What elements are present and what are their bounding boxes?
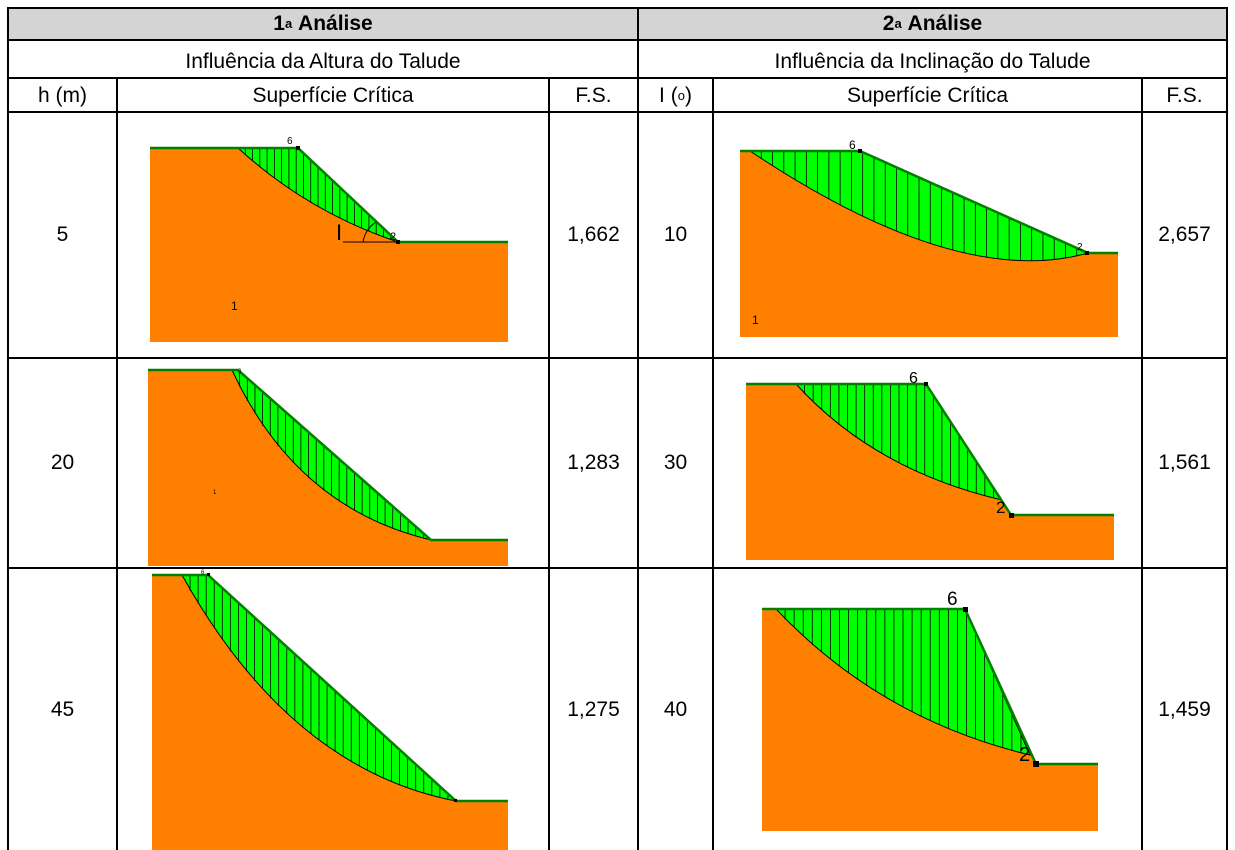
toe-point [1009, 513, 1014, 518]
crest-label: 6 [909, 370, 918, 387]
slice-lines [189, 575, 449, 800]
toe-point [1033, 761, 1039, 767]
analysis-1-word: Análise [298, 12, 373, 35]
ground-line [746, 382, 1114, 517]
crest-label: 3 [238, 369, 242, 375]
col-header-h: h (m) [38, 84, 87, 107]
analysis-2-word: Análise [907, 12, 983, 35]
row-2-i: 30 [663, 451, 688, 474]
critical-surface-i40: 6 2 [762, 589, 1098, 831]
row-3-fs-1: 1,275 [567, 697, 620, 721]
slope-cut [965, 609, 1098, 764]
ground-line [150, 146, 508, 244]
material-label: 1 [231, 299, 238, 313]
rule-col-fs2 [1141, 79, 1143, 850]
analysis-2-number: 2 [882, 12, 895, 35]
crest-point [858, 149, 862, 153]
col-header-i-close: ) [684, 84, 692, 107]
crest-point [963, 607, 968, 612]
col-header-surface-1: Superfície Crítica [252, 84, 414, 107]
slope-cut [238, 370, 508, 540]
row-3-fs-2: 1,459 [1158, 697, 1211, 721]
crest-label: 6 [849, 140, 856, 152]
material-label: 1 [213, 490, 217, 496]
row-2-fs-2: 1,561 [1158, 451, 1211, 474]
rule-header [7, 39, 1228, 41]
angle-arc [362, 221, 377, 243]
toe-label: 2 [1077, 242, 1083, 253]
row-2-fs-1: 1,283 [567, 451, 620, 474]
row-1-h: 5 [56, 223, 69, 246]
rule-col-fs1 [548, 79, 550, 850]
toe-label: 2 [996, 498, 1005, 517]
ground-line [740, 149, 1118, 255]
rule-subtitle [7, 77, 1228, 79]
row-1-i: 10 [663, 223, 688, 246]
row-2-h: 20 [50, 451, 75, 474]
ground-line [762, 607, 1098, 766]
critical-surface-i30: 6 2 [746, 370, 1114, 560]
col-header-i-letter: I ( [659, 84, 678, 107]
material-label: 1 [752, 313, 759, 327]
rule-col-i [712, 79, 714, 850]
critical-surface-h5: I 6 2 1 [150, 136, 508, 342]
toe-point [1085, 251, 1089, 255]
rule-row-2 [7, 567, 1228, 569]
col-header-fs-1: F.S. [575, 84, 612, 107]
analysis-2-subtitle: Influência da Inclinação do Talude [774, 50, 1091, 73]
col-header-surface-2: Superfície Crítica [846, 84, 1009, 107]
toe-label: 2 [390, 231, 396, 243]
critical-surface-h20: 3 1 [148, 368, 508, 566]
header-bg-analysis-2 [639, 9, 1226, 39]
toe-point [396, 240, 400, 244]
slice-lines [244, 148, 392, 240]
slice-lines [804, 384, 994, 498]
slope-cut [926, 384, 1114, 515]
crest-point [296, 146, 300, 150]
slope-cut [860, 151, 1118, 253]
row-1-fs-2: 2,657 [1158, 223, 1211, 246]
ground-line [148, 368, 508, 542]
row-3-h: 45 [50, 697, 75, 721]
slope-cut [298, 148, 508, 242]
crest-point [207, 573, 210, 576]
toe-label: 2 [1019, 744, 1030, 766]
rule-left [7, 7, 9, 850]
col-header-i: I (o) [659, 84, 692, 107]
rule-right [1226, 7, 1228, 850]
row-1-fs-1: 1,662 [567, 223, 620, 246]
rule-top [7, 7, 1228, 9]
analysis-1-subtitle: Influência da Altura do Talude [185, 50, 461, 73]
row-3-i: 40 [663, 697, 688, 721]
rule-columns [7, 111, 1228, 113]
slice-lines [784, 609, 1022, 754]
crest-point [924, 382, 928, 386]
critical-surface-h45: 6 [152, 570, 508, 850]
slope-cut [208, 575, 508, 801]
angle-label: I [336, 220, 342, 245]
critical-surface-i10: 6 2 1 [740, 140, 1118, 337]
rule-row-1 [7, 357, 1228, 359]
toe-point [454, 799, 457, 802]
ground-line [152, 573, 508, 803]
rule-col-h [116, 79, 118, 850]
col-header-fs-2: F.S. [1166, 84, 1203, 107]
slice-lines [760, 151, 1078, 261]
crest-label: 6 [287, 136, 293, 147]
header-bg-analysis-1 [9, 9, 637, 39]
crest-label: 6 [201, 570, 205, 576]
crest-label: 6 [947, 589, 958, 610]
rule-middle [637, 7, 639, 850]
analysis-1-number: 1 [273, 12, 285, 35]
